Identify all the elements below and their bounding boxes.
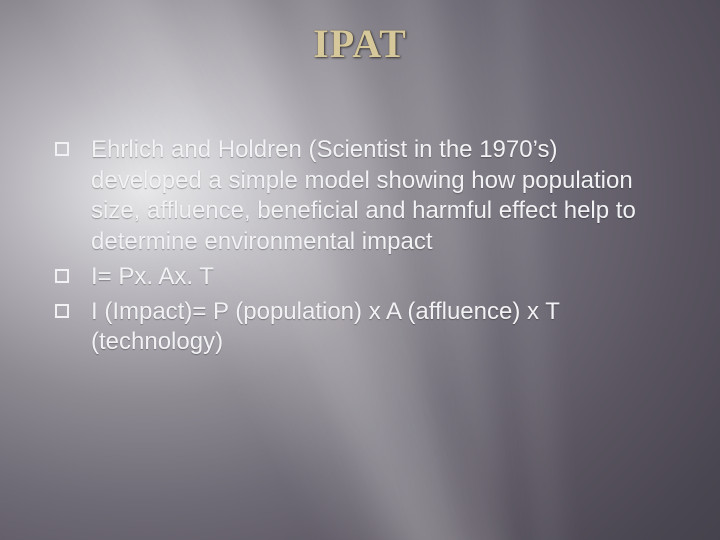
bullet-item: I= Px. Ax. T bbox=[55, 262, 665, 293]
bullet-text: I (Impact)= P (population) x A (affluenc… bbox=[91, 297, 665, 358]
slide-body: Ehrlich and Holdren (Scientist in the 19… bbox=[55, 135, 665, 362]
bullet-marker-icon bbox=[55, 269, 69, 283]
bullet-item: I (Impact)= P (population) x A (affluenc… bbox=[55, 297, 665, 358]
slide-title: IPAT bbox=[0, 20, 720, 67]
bullet-marker-icon bbox=[55, 142, 69, 156]
bullet-text: I= Px. Ax. T bbox=[91, 262, 665, 293]
slide: IPAT Ehrlich and Holdren (Scientist in t… bbox=[0, 0, 720, 540]
bullet-text: Ehrlich and Holdren (Scientist in the 19… bbox=[91, 135, 665, 258]
bullet-item: Ehrlich and Holdren (Scientist in the 19… bbox=[55, 135, 665, 258]
bullet-marker-icon bbox=[55, 304, 69, 318]
